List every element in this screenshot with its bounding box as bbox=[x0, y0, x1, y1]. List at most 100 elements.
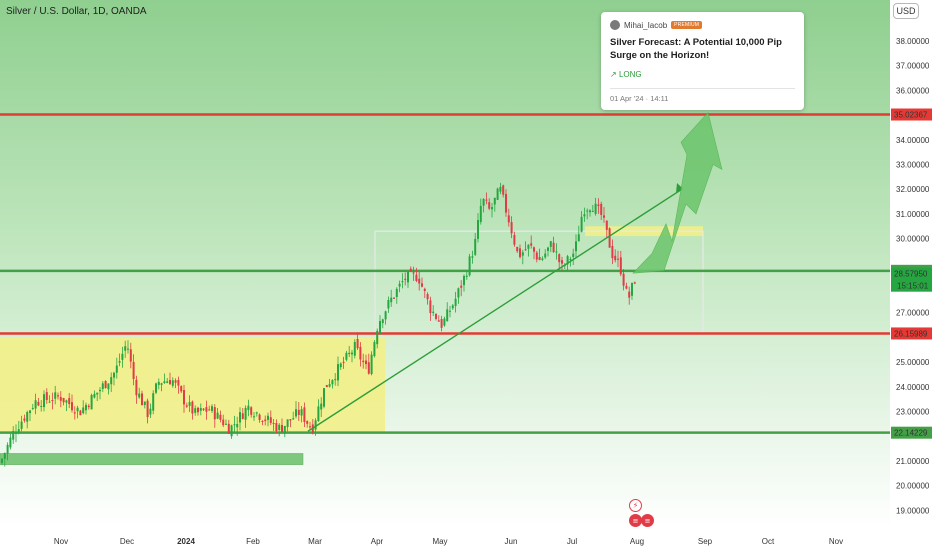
candle-body-49 bbox=[138, 393, 141, 398]
candle-body-68 bbox=[191, 401, 194, 414]
candle-body-163 bbox=[457, 288, 460, 298]
candle-body-131 bbox=[367, 362, 370, 374]
earnings-event-icon[interactable]: ≡ bbox=[629, 514, 642, 527]
candle-body-52 bbox=[146, 400, 149, 418]
candle-body-86 bbox=[241, 413, 244, 419]
time-tick-label-6: May bbox=[432, 537, 447, 546]
candle-body-207 bbox=[580, 216, 583, 232]
candle-body-168 bbox=[471, 256, 474, 258]
level-tag-bg-0 bbox=[891, 108, 932, 121]
time-tick-label-3: Feb bbox=[246, 537, 260, 546]
trendline-arrowhead bbox=[676, 183, 683, 193]
candle-body-130 bbox=[365, 360, 367, 365]
candle-body-165 bbox=[463, 275, 465, 286]
candle-body-155 bbox=[435, 314, 437, 319]
candle-body-15 bbox=[43, 394, 45, 408]
candle-body-102 bbox=[286, 419, 289, 428]
candle-body-89 bbox=[250, 407, 253, 415]
candle-body-113 bbox=[317, 406, 320, 422]
candle-body-36 bbox=[101, 383, 104, 390]
projection-arrow bbox=[632, 112, 723, 274]
candle-body-146 bbox=[409, 268, 412, 272]
candle-body-56 bbox=[157, 381, 160, 385]
candle-body-95 bbox=[267, 415, 269, 420]
candle-body-120 bbox=[337, 364, 339, 381]
candle-body-158 bbox=[443, 318, 446, 326]
time-tick-label-1: Dec bbox=[120, 537, 134, 546]
candle-body-147 bbox=[412, 272, 415, 274]
idea-card[interactable]: Mihai_Iacob PREMIUM Silver Forecast: A P… bbox=[601, 12, 804, 110]
idea-direction: ↗ LONG bbox=[610, 70, 795, 79]
candle-body-182 bbox=[510, 222, 513, 234]
candle-body-135 bbox=[379, 321, 381, 334]
candle-body-79 bbox=[222, 419, 225, 426]
candle-body-2 bbox=[6, 444, 9, 454]
price-tick-label-3: 23.00000 bbox=[896, 408, 930, 417]
candle-body-34 bbox=[96, 392, 99, 395]
dividend-event-icon[interactable]: ≡ bbox=[641, 514, 654, 527]
candle-body-198 bbox=[555, 251, 558, 253]
candle-body-193 bbox=[541, 258, 544, 260]
candle-body-141 bbox=[395, 288, 398, 297]
candle-body-122 bbox=[342, 361, 345, 363]
time-tick-label-10: Sep bbox=[698, 537, 713, 546]
candle-body-119 bbox=[334, 379, 337, 381]
green-zone bbox=[0, 453, 304, 465]
candle-body-205 bbox=[575, 241, 577, 252]
price-tick-label-4: 24.00000 bbox=[896, 383, 930, 392]
candle-body-0 bbox=[1, 458, 3, 463]
price-tick-label-1: 20.00000 bbox=[896, 482, 930, 491]
level-tag-bg-2 bbox=[891, 327, 932, 340]
candle-body-133 bbox=[373, 342, 376, 357]
candle-body-85 bbox=[239, 412, 241, 423]
candle-body-32 bbox=[90, 395, 93, 410]
candle-body-93 bbox=[261, 420, 264, 422]
candle-body-53 bbox=[149, 408, 152, 415]
candle-body-134 bbox=[376, 330, 379, 345]
candle-body-209 bbox=[586, 210, 589, 212]
candle-body-174 bbox=[488, 202, 491, 209]
time-tick-label-5: Apr bbox=[371, 537, 384, 546]
symbol-title: Silver / U.S. Dollar, 1D, OANDA bbox=[6, 6, 147, 17]
level-price-tags: 35.0236728.6956626.1598922.1422928.57950… bbox=[891, 108, 932, 439]
trendline bbox=[307, 188, 683, 432]
idea-author-row: Mihai_Iacob PREMIUM bbox=[610, 20, 795, 30]
candle-body-169 bbox=[474, 238, 477, 255]
candle-body-103 bbox=[289, 419, 292, 421]
candle-body-63 bbox=[177, 379, 180, 386]
candle-body-33 bbox=[93, 393, 96, 398]
candle-body-212 bbox=[594, 203, 597, 214]
candle-body-126 bbox=[353, 341, 356, 356]
candle-body-82 bbox=[230, 425, 233, 437]
candle-body-3 bbox=[9, 437, 12, 448]
candle-body-26 bbox=[73, 412, 76, 414]
candle-body-90 bbox=[253, 416, 255, 418]
time-axis-labels: Nov Dec 2024 Feb Mar Apr May Jun Jul Aug Sep Oct Nov bbox=[54, 537, 843, 546]
price-tick-label-5: 25.00000 bbox=[896, 358, 930, 367]
candle-body-16 bbox=[45, 392, 48, 401]
candle-body-45 bbox=[127, 348, 129, 350]
candle-body-74 bbox=[208, 409, 211, 411]
idea-headline[interactable]: Silver Forecast: A Potential 10,000 Pip … bbox=[610, 37, 782, 61]
lightning-event-icon[interactable]: ⚡ bbox=[629, 499, 642, 512]
candle-body-50 bbox=[141, 393, 143, 406]
candle-body-112 bbox=[314, 420, 317, 430]
candle-body-170 bbox=[477, 220, 479, 239]
candle-body-117 bbox=[328, 384, 331, 387]
candlestick-series bbox=[1, 182, 636, 467]
last-price-tag-bg bbox=[891, 267, 932, 292]
candle-body-149 bbox=[418, 278, 421, 284]
time-tick-label-11: Oct bbox=[762, 537, 775, 546]
candle-body-177 bbox=[496, 188, 499, 200]
candle-body-129 bbox=[362, 360, 365, 363]
candle-body-218 bbox=[611, 245, 614, 259]
currency-button[interactable]: USD bbox=[893, 3, 919, 19]
candle-body-162 bbox=[454, 298, 457, 306]
candle-body-13 bbox=[37, 401, 40, 406]
candle-body-224 bbox=[628, 291, 631, 298]
candle-body-150 bbox=[421, 283, 423, 287]
candle-body-153 bbox=[429, 300, 432, 314]
author-name[interactable]: Mihai_Iacob bbox=[624, 20, 668, 30]
candle-body-128 bbox=[359, 346, 362, 360]
candle-body-55 bbox=[155, 383, 157, 393]
